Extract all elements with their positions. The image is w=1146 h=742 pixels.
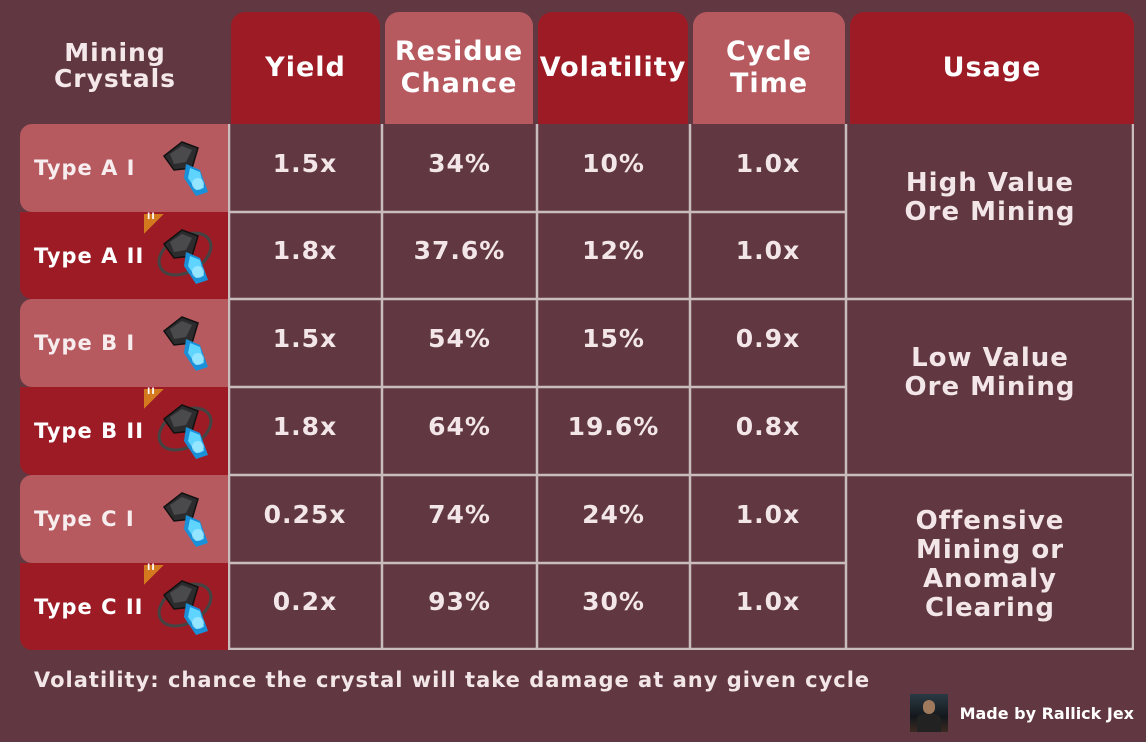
usage-cell: Low Value Ore Mining bbox=[904, 343, 1076, 402]
author-avatar bbox=[909, 694, 948, 732]
column-header-usage: Usage bbox=[850, 12, 1134, 124]
mining-crystal-icon bbox=[162, 316, 208, 371]
mining-crystal-icon bbox=[162, 492, 208, 547]
cell-yield: 1.8x bbox=[272, 411, 338, 441]
cell-volatility: 12% bbox=[582, 236, 645, 265]
cell-volatility: 19.6% bbox=[567, 411, 660, 441]
mining-crystal-icon bbox=[157, 228, 213, 284]
row-label-type-a-i: Type A I bbox=[20, 124, 228, 212]
cell-yield: 0.25x bbox=[263, 499, 347, 529]
row-label-text: Type B II bbox=[34, 419, 145, 443]
volatility-footnote: Volatility: chance the crystal will take… bbox=[34, 668, 871, 692]
usage-cell: High Value Ore Mining bbox=[904, 167, 1076, 227]
cell-yield: 1.5x bbox=[272, 323, 338, 353]
cell-cycle-time: 1.0x bbox=[735, 236, 801, 265]
tier-ii-badge-icon: II bbox=[144, 563, 164, 585]
stats-grid: 1.5x 34% 10% 1.0x 1.8x 37.6% 12% 1.0x 1.5x 54% 15%… bbox=[228, 124, 1134, 650]
cell-residue-chance: 64% bbox=[428, 411, 491, 441]
column-header-yield: Yield bbox=[231, 12, 380, 124]
cell-volatility: 24% bbox=[582, 499, 645, 529]
row-label-text: Type A II bbox=[34, 243, 145, 268]
cell-residue-chance: 37.6% bbox=[413, 236, 506, 265]
credit: Made by Rallick Jex bbox=[909, 694, 1134, 732]
row-label-text: Type B I bbox=[34, 331, 136, 355]
usage-cell: Offensive Mining or Anomaly Clearing bbox=[915, 505, 1065, 623]
row-label-text: Type C I bbox=[34, 507, 135, 531]
cell-cycle-time: 0.9x bbox=[735, 323, 801, 353]
column-header-cycle-time: Cycle Time bbox=[693, 12, 845, 124]
cell-volatility: 10% bbox=[582, 148, 645, 178]
cell-volatility: 15% bbox=[582, 323, 645, 353]
credit-text: Made by Rallick Jex bbox=[959, 703, 1134, 723]
row-label-type-c-i: Type C I bbox=[20, 475, 228, 563]
cell-cycle-time: 1.0x bbox=[735, 587, 801, 616]
row-label-text: Type C II bbox=[34, 594, 144, 619]
row-label-type-b-ii: Type B II II bbox=[20, 387, 228, 475]
row-label-text: Type A I bbox=[34, 156, 136, 180]
cell-volatility: 30% bbox=[582, 587, 645, 616]
tier-ii-badge-icon: II bbox=[144, 212, 164, 234]
mining-crystal-icon bbox=[162, 141, 208, 196]
mining-crystal-icon bbox=[157, 404, 213, 459]
cell-cycle-time: 0.8x bbox=[735, 411, 801, 441]
table-title: Mining Crystals bbox=[53, 38, 177, 93]
cell-yield: 1.5x bbox=[272, 148, 338, 178]
cell-cycle-time: 1.0x bbox=[735, 499, 801, 529]
cell-yield: 1.8x bbox=[272, 236, 338, 265]
row-label-type-b-i: Type B I bbox=[20, 299, 228, 387]
cell-residue-chance: 34% bbox=[428, 148, 491, 178]
cell-residue-chance: 93% bbox=[428, 587, 491, 616]
column-header-volatility: Volatility bbox=[538, 12, 688, 124]
cell-yield: 0.2x bbox=[272, 587, 338, 616]
grid-lines bbox=[228, 124, 1134, 650]
cell-cycle-time: 1.0x bbox=[735, 148, 801, 178]
tier-ii-badge-icon: II bbox=[144, 387, 164, 409]
cell-residue-chance: 74% bbox=[428, 499, 491, 529]
column-header-residue-chance: Residue Chance bbox=[385, 12, 533, 124]
row-label-type-c-ii: Type C II II bbox=[20, 563, 228, 650]
cell-residue-chance: 54% bbox=[428, 323, 491, 353]
mining-crystal-icon bbox=[157, 579, 213, 635]
row-label-type-a-ii: Type A II II bbox=[20, 212, 228, 299]
